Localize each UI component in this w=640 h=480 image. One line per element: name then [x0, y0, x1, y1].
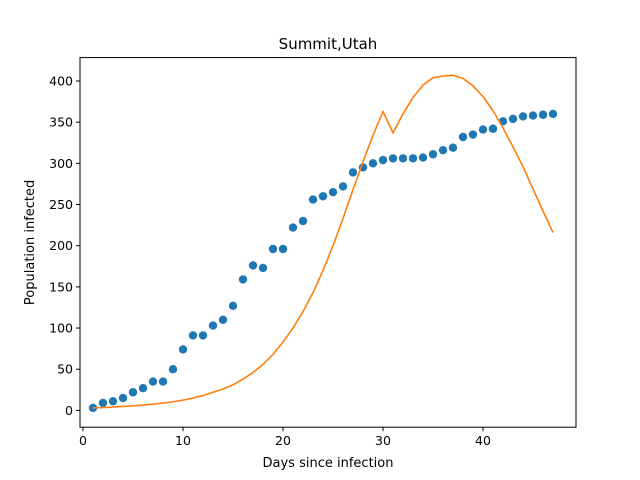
x-tick-label: 40	[475, 433, 491, 448]
scatter-point	[278, 244, 288, 254]
y-tick-label: 0	[65, 403, 73, 418]
x-tick-label: 10	[175, 433, 191, 448]
scatter-point	[168, 365, 178, 374]
scatter-point	[318, 192, 328, 201]
y-tick-label: 150	[49, 279, 73, 294]
y-tick-label: 50	[57, 362, 73, 377]
x-axis-label: Days since infection	[263, 456, 394, 471]
scatter-point	[488, 124, 498, 133]
scatter-point	[308, 195, 318, 204]
scatter-point	[528, 111, 538, 120]
scatter-point	[208, 321, 218, 330]
scatter-point	[398, 154, 408, 163]
scatter-point	[408, 154, 418, 163]
scatter-point	[158, 377, 168, 386]
plot-area	[88, 74, 558, 413]
scatter-point	[218, 315, 228, 325]
model-line	[92, 74, 554, 409]
y-tick-label: 350	[49, 115, 73, 130]
scatter-point	[138, 383, 148, 393]
scatter-point	[418, 153, 428, 162]
y-axis-label: Population infected	[23, 180, 38, 305]
scatter-point	[518, 112, 528, 121]
x-tick-label: 30	[375, 433, 391, 448]
x-tick-label: 20	[275, 433, 291, 448]
y-tick-label: 200	[49, 238, 73, 253]
scatter-point	[178, 345, 188, 354]
scatter-point	[248, 261, 258, 270]
scatter-point	[108, 397, 118, 406]
scatter-point	[188, 331, 198, 340]
scatter-point	[478, 125, 488, 134]
scatter-point	[198, 331, 208, 340]
scatter-point	[118, 393, 128, 403]
scatter-point	[228, 301, 238, 311]
scatter-point	[388, 154, 398, 163]
scatter-point	[438, 145, 448, 155]
scatter-point	[508, 114, 518, 124]
axes-frame	[79, 57, 577, 428]
x-tick-label: 0	[79, 433, 87, 448]
scatter-point	[338, 182, 348, 191]
y-tick-label: 100	[49, 321, 73, 336]
scatter-point	[238, 275, 248, 284]
scatter-point	[328, 187, 338, 197]
x-axis-ticks: 0 10 20 30 40	[79, 427, 491, 448]
scatter-point	[128, 388, 138, 397]
scatter-point	[348, 168, 358, 177]
y-axis-ticks: 0 50 100 150 200 250 300 350 400	[49, 73, 80, 418]
scatter-point	[298, 216, 308, 226]
y-tick-label: 400	[49, 73, 73, 88]
scatter-point	[378, 155, 388, 165]
scatter-point	[538, 110, 548, 119]
scatter-point	[268, 244, 278, 254]
scatter-point	[428, 150, 438, 159]
scatter-point	[548, 109, 558, 119]
scatter-point	[288, 223, 298, 232]
scatter-point	[448, 143, 458, 152]
y-tick-label: 250	[49, 197, 73, 212]
scatter-point	[368, 159, 378, 168]
y-tick-label: 300	[49, 156, 73, 171]
scatter-point	[98, 398, 108, 408]
chart-title: Summit,Utah	[279, 35, 378, 53]
scatter-point	[148, 377, 158, 386]
scatter-point	[468, 130, 478, 139]
scatter-point	[258, 263, 268, 273]
scatter-point	[458, 132, 468, 142]
